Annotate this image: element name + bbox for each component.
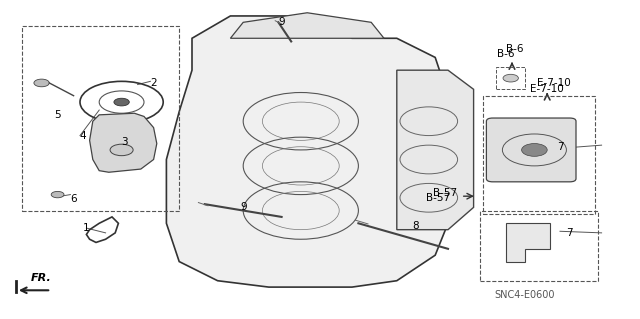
PathPatch shape xyxy=(506,223,550,262)
PathPatch shape xyxy=(90,113,157,172)
Text: B-6: B-6 xyxy=(497,49,515,59)
Text: B-57: B-57 xyxy=(426,193,451,203)
FancyBboxPatch shape xyxy=(486,118,576,182)
Circle shape xyxy=(503,74,518,82)
Text: 3: 3 xyxy=(122,137,128,147)
Text: 5: 5 xyxy=(54,110,61,120)
Text: SNC4-E0600: SNC4-E0600 xyxy=(495,290,555,300)
Circle shape xyxy=(34,79,49,87)
Circle shape xyxy=(522,144,547,156)
Text: FR.: FR. xyxy=(31,272,52,283)
Text: 2: 2 xyxy=(150,78,157,88)
Text: 4: 4 xyxy=(80,130,86,141)
Text: 7: 7 xyxy=(557,142,563,152)
Text: E-7-10: E-7-10 xyxy=(537,78,570,88)
Text: 8: 8 xyxy=(413,221,419,232)
PathPatch shape xyxy=(397,70,474,230)
Text: B-6: B-6 xyxy=(506,44,524,55)
Text: 7: 7 xyxy=(566,228,573,238)
PathPatch shape xyxy=(230,13,384,38)
Text: 1: 1 xyxy=(83,223,90,233)
Circle shape xyxy=(110,144,133,156)
Text: B-57: B-57 xyxy=(433,188,457,198)
Text: 9: 9 xyxy=(240,202,246,212)
Text: 6: 6 xyxy=(70,194,77,204)
Circle shape xyxy=(114,98,129,106)
PathPatch shape xyxy=(166,16,461,287)
Text: 9: 9 xyxy=(278,17,285,27)
Circle shape xyxy=(51,191,64,198)
Text: E-7-10: E-7-10 xyxy=(531,84,564,94)
